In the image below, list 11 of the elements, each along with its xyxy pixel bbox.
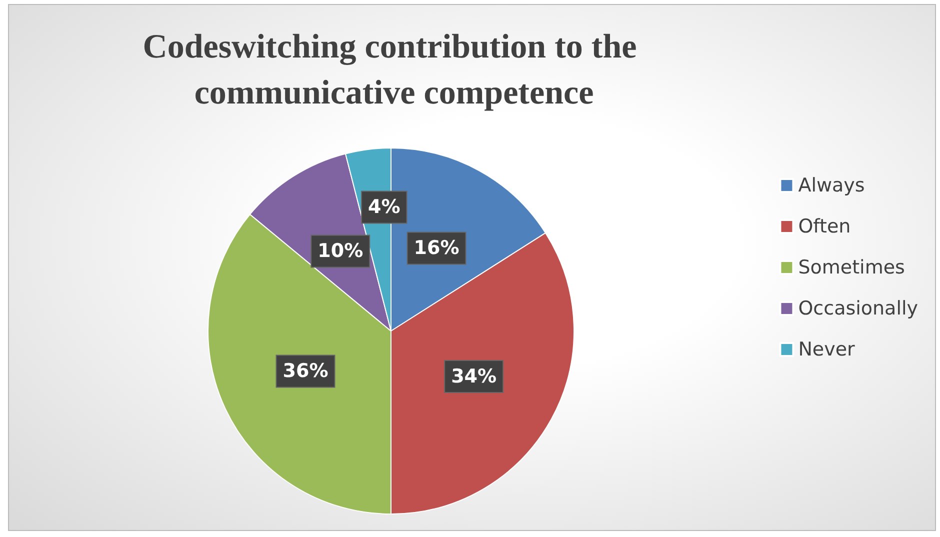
- legend-label: Always: [798, 174, 865, 196]
- legend-label: Sometimes: [798, 256, 905, 278]
- data-label: 4%: [368, 196, 400, 218]
- legend-label: Never: [798, 338, 856, 360]
- data-label: 36%: [282, 360, 328, 382]
- data-label: 10%: [318, 240, 364, 262]
- legend-label: Often: [798, 216, 851, 238]
- chart-title: Codeswitching contribution to the communicative competence: [142, 28, 646, 112]
- legend-label: Occasionally: [798, 298, 918, 320]
- data-label: 34%: [451, 366, 497, 388]
- data-label: 16%: [414, 237, 460, 260]
